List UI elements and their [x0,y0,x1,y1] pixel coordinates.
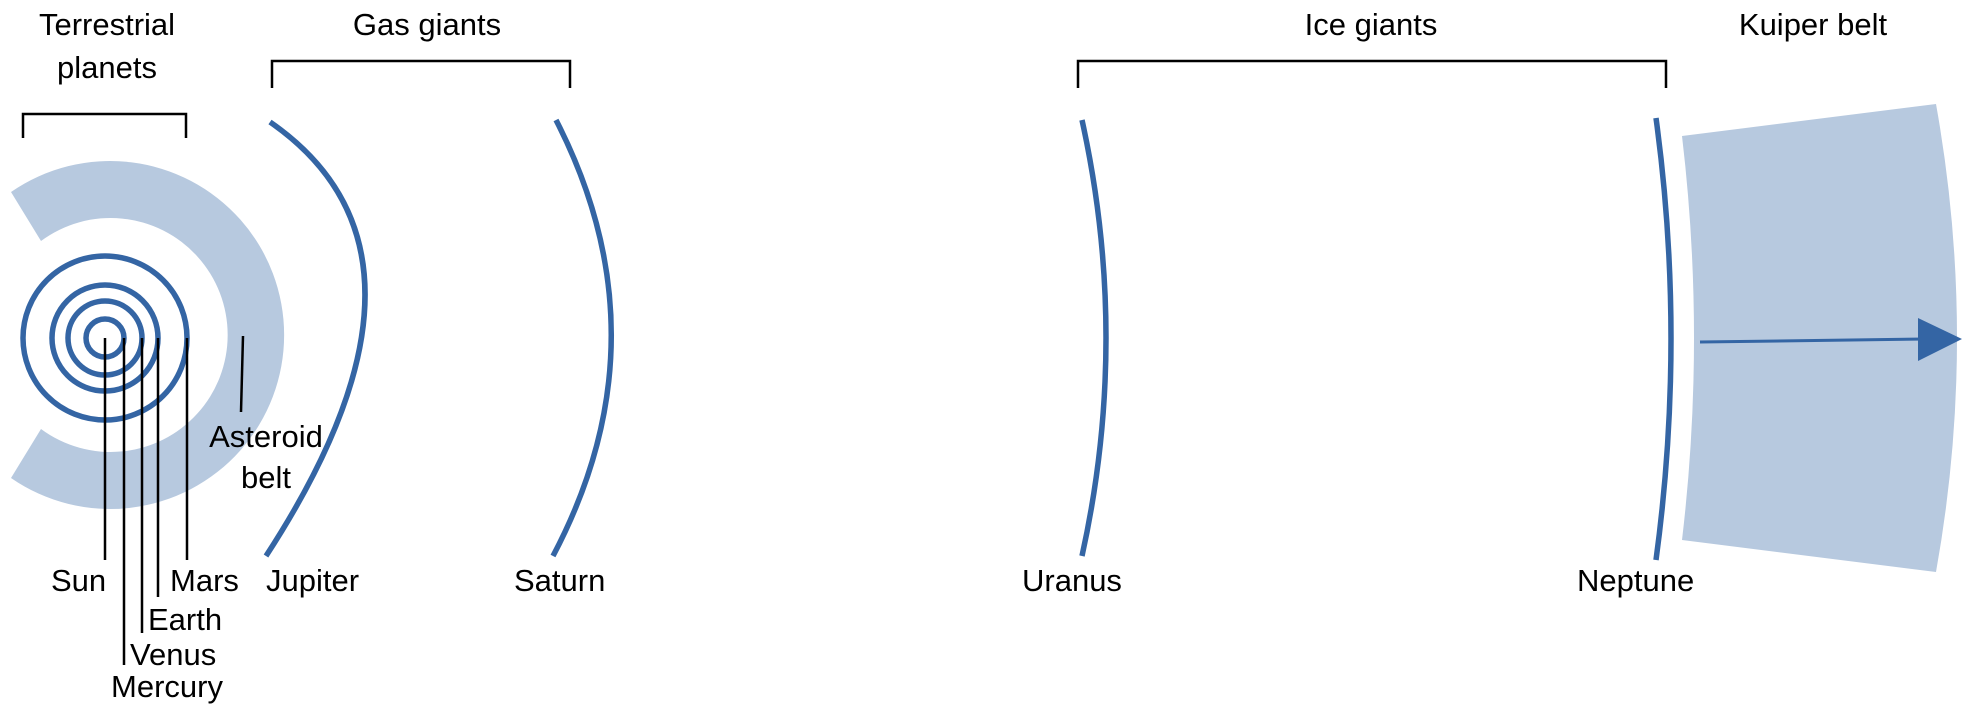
terrestrial-planets-label-line1: Terrestrial [39,7,175,42]
saturn-orbit [550,118,614,558]
terrestrial-planets-label-line2: planets [57,50,157,85]
venus-label: Venus [130,637,216,672]
jupiter-orbit [263,119,368,558]
kuiper-outward-arrow [1699,318,1962,361]
gas-giants-label: Gas giants [353,7,501,42]
ice-giants-label: Ice giants [1305,7,1438,42]
asteroid-belt-leader [239,335,245,413]
kuiper-belt-band [1682,104,1957,572]
mercury-label: Mercury [111,669,223,704]
neptune-orbit [1653,117,1674,561]
gas-giants-bracket [270,59,572,88]
group-brackets [21,59,1668,138]
ice-giants-bracket [1076,59,1668,88]
asteroid-belt-band [11,160,285,509]
asteroid-belt-label-line1: Asteroid [209,419,323,454]
asteroid-belt-label-line2: belt [241,460,291,495]
kuiper-belt-label: Kuiper belt [1739,7,1888,42]
uranus-label: Uranus [1022,563,1122,598]
leader-lines [103,335,245,665]
outer-orbits [263,117,1674,561]
mars-label: Mars [170,563,239,598]
jupiter-label: Jupiter [266,563,359,598]
neptune-label: Neptune [1577,563,1694,598]
earth-label: Earth [148,602,222,637]
sun-label: Sun [51,563,106,598]
terrestrial-bracket [21,112,188,138]
saturn-label: Saturn [514,563,605,598]
uranus-orbit [1079,119,1109,557]
